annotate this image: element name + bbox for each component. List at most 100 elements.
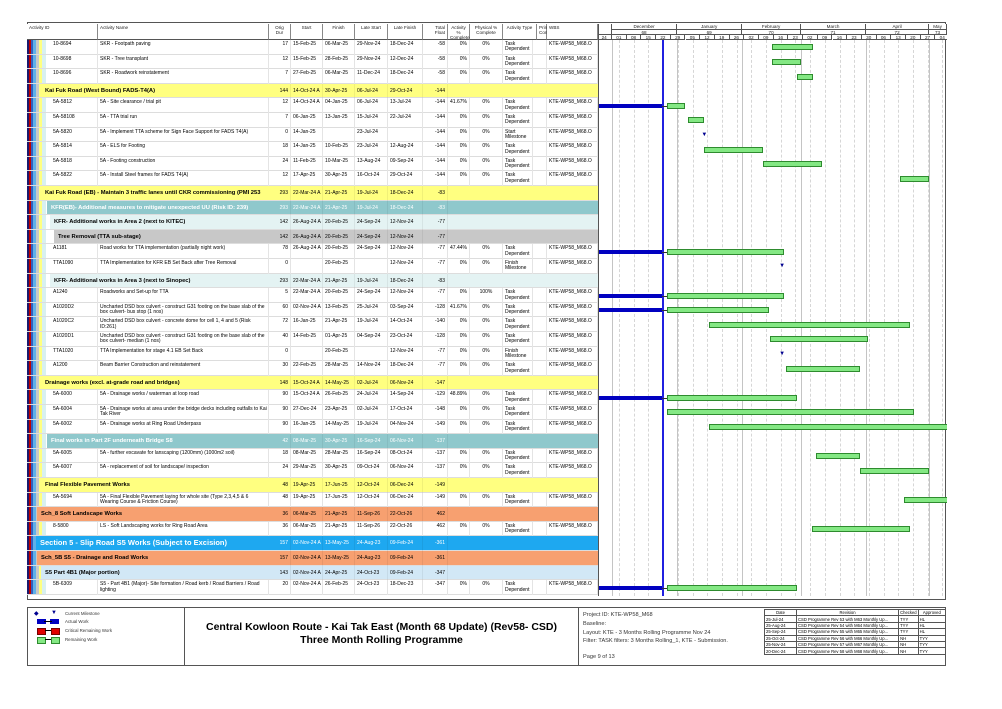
bar-connector xyxy=(661,251,667,253)
remaining-work-bar[interactable] xyxy=(786,365,860,372)
remaining-work-bar[interactable] xyxy=(763,161,822,168)
table-row[interactable]: 5B-6309 S5 - Part 4B1 (Major)- Site forma… xyxy=(27,580,598,595)
table-row[interactable]: 8-5800 LS - Soft Landscaping works for Ri… xyxy=(27,521,598,537)
table-row[interactable]: A1020D2 Uncharted DSD box culvert - const… xyxy=(27,302,598,318)
remaining-work-bar[interactable] xyxy=(704,146,764,153)
wbs-group-row[interactable]: Tree Removal (TTA sub-stage) 142 26-Aug-24… xyxy=(27,229,598,245)
table-row[interactable]: 5A-5694 5A - Final Flexible Pavement layi… xyxy=(27,492,598,508)
remaining-work-bar[interactable] xyxy=(708,423,947,430)
activity-name-cell: SKR - Footpath paving xyxy=(98,40,269,55)
table-row[interactable]: 5A-6002 5A - Drainage works at Ring Road … xyxy=(27,419,598,435)
remaining-work-bar[interactable] xyxy=(811,526,911,533)
remaining-work-bar[interactable] xyxy=(771,58,801,65)
week-gridline xyxy=(942,40,944,596)
table-row[interactable]: 5A-6005 5A - further excavate for lanscap… xyxy=(27,448,598,464)
remaining-work-bar[interactable] xyxy=(666,584,797,591)
critical-work-swatch xyxy=(37,628,46,635)
table-row[interactable]: 5A-58108 5A - TTA trial run 7 06-Jan-25 13-J… xyxy=(27,113,598,128)
wbs-level-stripe xyxy=(27,419,46,434)
col-header-finish[interactable]: Finish xyxy=(323,24,355,40)
remaining-work-bar[interactable] xyxy=(899,175,929,182)
actual-work-bar[interactable] xyxy=(599,308,662,313)
remaining-work-bar[interactable] xyxy=(666,102,686,109)
wbs-group-row[interactable]: S5 Part 4B1 (Major portion) 143 02-Nov-24 … xyxy=(27,565,598,581)
wbs-group-row[interactable]: KFR(EB)- Additional measures to mitigate… xyxy=(27,200,598,216)
remaining-work-bar[interactable] xyxy=(666,307,770,314)
wbs-group-row[interactable]: KFR- Additional works in Area 2 (next to… xyxy=(27,215,598,230)
wbs-group-row[interactable]: Sch_5B S5 - Drainage and Road Works 157 02… xyxy=(27,551,598,566)
revision-description: CSD Programme Rev 56 with M66 Monthly Up… xyxy=(796,634,900,642)
actual-work-bar[interactable] xyxy=(599,249,662,254)
remaining-work-bar[interactable] xyxy=(771,44,814,51)
table-row[interactable]: 10-8694 SKR - Footpath paving 17 15-Feb-25 0… xyxy=(27,40,598,55)
table-row[interactable]: A1181 Road works for TTA implementation (… xyxy=(27,244,598,259)
wbs-group-band: Kai Fuk Road (West Bound) FADS-T4(A) 144 1… xyxy=(41,83,598,99)
remaining-work-bar[interactable] xyxy=(769,336,869,343)
wbs-group-row[interactable]: Sch_8 Soft Landscape Works 36 06-Mar-25 21-… xyxy=(27,507,598,522)
remaining-work-bar[interactable] xyxy=(815,453,860,460)
col-header-activity-pct[interactable]: Activity % Complete xyxy=(448,24,470,40)
col-header-activity-id[interactable]: Activity ID xyxy=(27,24,98,40)
table-row[interactable]: 5A-5820 5A - Implement TTA scheme for Sig… xyxy=(27,127,598,143)
milestone-icon[interactable]: ▼ xyxy=(779,263,786,270)
remaining-work-bar[interactable] xyxy=(859,467,929,474)
finish-cell: 21-Apr-25 xyxy=(323,273,355,289)
late-start-cell: 24-Sep-24 xyxy=(355,215,388,230)
col-header-total-float[interactable]: Total Float xyxy=(423,24,448,40)
wbs-group-row[interactable]: Drainage works (excl. at-grade road and … xyxy=(27,375,598,391)
remaining-work-bar[interactable] xyxy=(708,321,911,328)
late-start-cell xyxy=(355,346,388,362)
table-row[interactable]: TTA1020 TTA Implementation for stage 4.1 … xyxy=(27,346,598,362)
wbs-group-row[interactable]: Kai Fuk Road (EB) - Maintain 3 traffic l… xyxy=(27,186,598,201)
physical-pct-cell: 0% xyxy=(470,156,503,172)
actual-work-bar[interactable] xyxy=(599,395,662,400)
table-row[interactable]: A1020C2 Uncharted DSD box culvert - concr… xyxy=(27,317,598,332)
actual-work-bar[interactable] xyxy=(599,585,662,590)
remaining-work-bar[interactable] xyxy=(796,73,814,80)
col-header-late-finish[interactable]: Late Finish xyxy=(388,24,423,40)
table-row[interactable]: 5A-5822 5A - Install Steel frames for FAD… xyxy=(27,171,598,186)
col-header-activity-type[interactable]: Activity Type xyxy=(503,24,537,40)
table-row[interactable]: 5A-6004 5A - Drainage works at area under… xyxy=(27,405,598,420)
remaining-work-bar[interactable] xyxy=(666,409,915,416)
table-row[interactable]: 5A-5814 5A - ELS for Footing 18 14-Jan-25 10… xyxy=(27,142,598,157)
col-header-physical-pct[interactable]: Physical % Complete xyxy=(470,24,503,40)
late-start-cell: 23-Jul-24 xyxy=(355,142,388,157)
wbs-group-row[interactable]: Section 5 - Slip Road S5 Works (Subject … xyxy=(27,536,598,551)
table-row[interactable]: 10-8696 SKR - Roadwork reinstatement 7 27-F… xyxy=(27,69,598,84)
timescale-week: 23 xyxy=(788,35,804,40)
col-header-primary-constraint[interactable]: Prima Const xyxy=(537,24,551,40)
actual-work-bar[interactable] xyxy=(599,293,662,298)
table-row[interactable]: 5A-5812 5A - Site clearance / trial pit 12… xyxy=(27,98,598,113)
remaining-work-bar[interactable] xyxy=(666,248,785,255)
wbs-level-stripe xyxy=(27,580,46,594)
table-row[interactable]: TTA1090 TTA Implementation for KFR EB Set… xyxy=(27,259,598,274)
wbs-group-row[interactable]: Kai Fuk Road (West Bound) FADS-T4(A) 144 1… xyxy=(27,83,598,99)
activity-name-cell: 5A - TTA trial run xyxy=(98,113,269,128)
table-row[interactable]: A1020D1 Uncharted DSD box culvert - const… xyxy=(27,332,598,347)
milestone-icon[interactable]: ▼ xyxy=(701,131,708,138)
table-row[interactable]: 5A-5818 5A - Footing construction 24 11-Feb… xyxy=(27,156,598,172)
col-header-late-start[interactable]: Late Start xyxy=(355,24,388,40)
milestone-icon[interactable]: ▼ xyxy=(779,350,786,357)
start-cell: 02-Nov-24 A xyxy=(291,536,323,551)
table-row[interactable]: A1200 Beam Barrier Construction and reins… xyxy=(27,361,598,376)
remaining-work-bar[interactable] xyxy=(903,496,947,503)
remaining-work-bar[interactable] xyxy=(666,394,797,401)
table-row[interactable]: 5A-6007 5A - replacement of soil for land… xyxy=(27,463,598,478)
remaining-work-bar[interactable] xyxy=(687,117,705,124)
wbs-level-stripe xyxy=(27,434,46,448)
wbs-group-row[interactable]: Final Flexible Pavement Works 48 19-Apr-25… xyxy=(27,478,598,493)
table-row[interactable]: 5A-6000 5A - Drainage works / waterman at… xyxy=(27,390,598,405)
wbs-group-row[interactable]: KFR- Additional works in Area 3 (next to… xyxy=(27,273,598,289)
actual-work-bar[interactable] xyxy=(599,103,662,108)
col-header-activity-name[interactable]: Activity Name xyxy=(98,24,269,40)
remaining-work-bar[interactable] xyxy=(666,292,785,299)
wbs-level-stripe xyxy=(27,317,46,331)
table-row[interactable]: A1240 Roadworks and Set-up for TTA 5 22-Mar… xyxy=(27,288,598,303)
col-header-orig-dur[interactable]: Orig Dur xyxy=(269,24,291,40)
table-row[interactable]: 10-8698 SKR - Tree transplant 12 15-Feb-25 2… xyxy=(27,54,598,70)
col-header-start[interactable]: Start xyxy=(291,24,323,40)
col-header-wbs[interactable]: WBS xyxy=(547,24,598,40)
wbs-group-row[interactable]: Final works in Part 2F underneath Bridge… xyxy=(27,434,598,449)
